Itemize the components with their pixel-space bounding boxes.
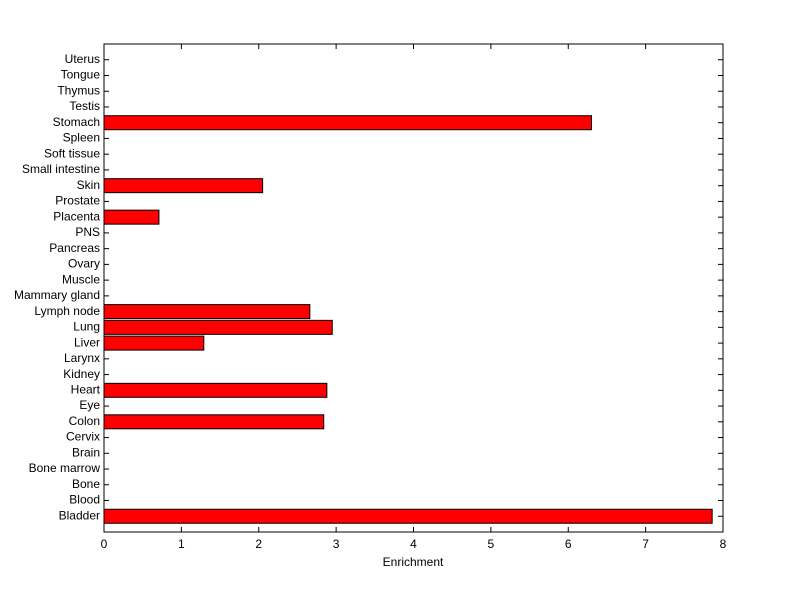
bar <box>103 304 311 320</box>
y-tick-label: Soft tissue <box>44 146 100 160</box>
bar <box>103 115 592 131</box>
y-tick-label: Placenta <box>53 209 100 223</box>
bar <box>103 209 160 225</box>
y-tick-label: Muscle <box>62 272 100 286</box>
y-tick-label: Bladder <box>59 508 100 522</box>
y-tick-label: Lymph node <box>34 304 100 318</box>
x-tick-label: 6 <box>565 537 572 551</box>
y-tick-label: PNS <box>75 225 100 239</box>
x-tick-label: 8 <box>720 537 727 551</box>
y-tick-label: Prostate <box>55 194 100 208</box>
y-tick-label: Eye <box>79 398 100 412</box>
x-tick-label: 1 <box>178 537 185 551</box>
y-tick-label: Skin <box>77 178 100 192</box>
y-tick-label: Larynx <box>64 351 100 365</box>
x-tick-label: 7 <box>642 537 649 551</box>
bar <box>103 508 713 524</box>
y-tick-label: Pancreas <box>49 241 100 255</box>
y-tick-label: Uterus <box>65 52 100 66</box>
y-tick-label: Kidney <box>63 367 100 381</box>
y-tick-label: Colon <box>69 414 100 428</box>
x-tick-label: 3 <box>333 537 340 551</box>
bar <box>103 178 264 194</box>
y-tick-label: Small intestine <box>22 162 100 176</box>
bar <box>103 335 205 351</box>
y-tick-label: Stomach <box>53 115 100 129</box>
y-tick-label: Liver <box>74 335 100 349</box>
x-tick-label: 5 <box>488 537 495 551</box>
y-tick-label: Brain <box>72 445 100 459</box>
y-tick-label: Mammary gland <box>14 288 100 302</box>
y-tick-label: Bone <box>72 477 100 491</box>
y-tick-label: Blood <box>69 493 100 507</box>
bar <box>103 319 333 335</box>
x-tick-label: 4 <box>410 537 417 551</box>
y-tick-label: Bone marrow <box>29 461 101 475</box>
y-tick-label: Spleen <box>63 131 100 145</box>
y-tick-label: Tongue <box>61 68 101 82</box>
x-axis-label: Enrichment <box>383 555 444 569</box>
y-tick-label: Heart <box>71 382 101 396</box>
bar <box>103 414 325 430</box>
y-tick-label: Thymus <box>57 83 100 97</box>
y-tick-label: Ovary <box>68 257 100 271</box>
y-tick-label: Cervix <box>66 430 100 444</box>
x-tick-label: 2 <box>255 537 262 551</box>
y-tick-label: Testis <box>69 99 100 113</box>
bar <box>103 382 328 398</box>
x-tick-label: 0 <box>101 537 108 551</box>
y-tick-label: Lung <box>73 320 100 334</box>
